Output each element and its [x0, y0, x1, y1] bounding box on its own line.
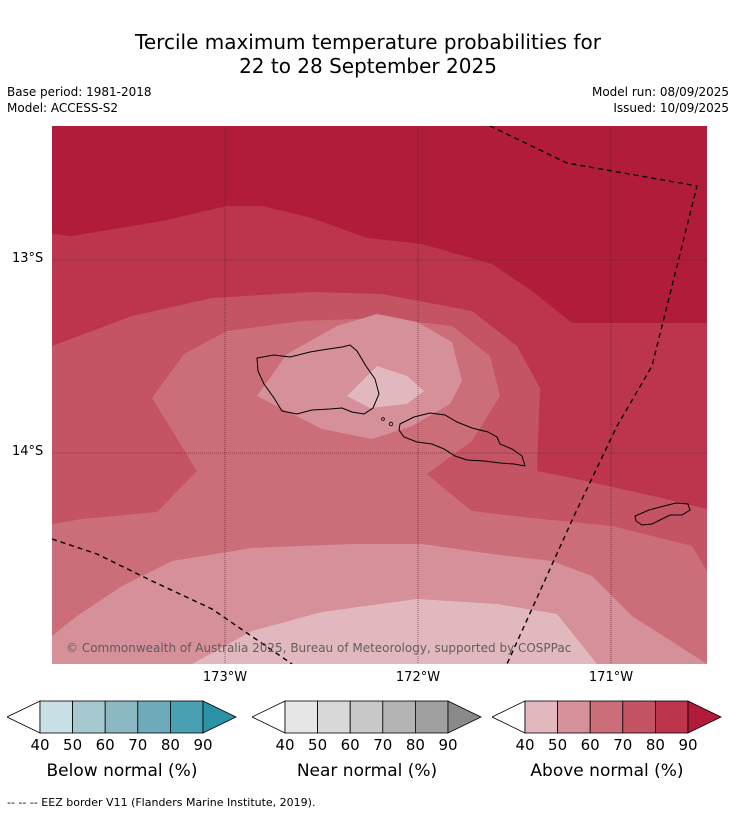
colorbar-tick-label: 60: [340, 736, 360, 754]
colorbar-above-swatch: [557, 700, 591, 734]
colorbar-near-label: Near normal (%): [296, 761, 438, 781]
lat-label-13s: 13°S: [12, 251, 44, 266]
upolu-island: [398, 412, 526, 467]
colorbar-tick-label: 40: [515, 736, 535, 754]
colorbar-near: [252, 700, 482, 734]
colorbar-tick-label: 90: [678, 736, 698, 754]
colorbar-below-swatch: [104, 700, 139, 734]
lon-label-173w: 173°W: [202, 670, 248, 685]
colorbar-near-swatches: [284, 700, 449, 734]
lon-label-171w: 171°W: [588, 670, 634, 685]
colorbar-above-swatch: [524, 700, 558, 734]
colorbar-below-swatch: [72, 700, 106, 734]
band-above-40-south: [192, 599, 597, 664]
probability-map: [52, 126, 707, 664]
colorbar-below-swatch: [169, 700, 204, 734]
eez-footnote: -- -- -- EEZ border V11 (Flanders Marine…: [7, 796, 316, 809]
colorbar-below-swatches: [39, 700, 204, 734]
colorbar-above-swatch: [589, 700, 624, 734]
colorbar-tick-label: 70: [373, 736, 393, 754]
colorbar-near-high-arrow: [447, 700, 482, 734]
colorbar-below-swatch: [39, 700, 73, 734]
map-canvas: [52, 126, 707, 664]
colorbar-near-swatch: [317, 700, 351, 734]
colorbar-tick-label: 40: [30, 736, 50, 754]
lon-label-172w: 172°W: [395, 670, 441, 685]
colorbar-near-swatch: [382, 700, 416, 734]
model-name: Model: ACCESS-S2: [7, 101, 119, 115]
issued-date: Issued: 10/09/2025: [613, 101, 729, 115]
colorbar-near-low-arrow: [252, 700, 286, 734]
apolima-islet: [381, 417, 385, 421]
colorbar-tick-label: 50: [63, 736, 83, 754]
colorbar-tick-label: 70: [613, 736, 633, 754]
tutuila-island: [634, 502, 691, 526]
colorbar-tick-label: 80: [160, 736, 180, 754]
copyright-notice: © Commonwealth of Australia 2025, Bureau…: [66, 641, 572, 655]
colorbar-above-high-arrow: [687, 700, 722, 734]
colorbar-tick-label: 50: [308, 736, 328, 754]
title-line-1: Tercile maximum temperature probabilitie…: [135, 30, 601, 54]
eez-border: [52, 126, 698, 664]
colorbar-below-low-arrow: [7, 700, 41, 734]
manono-islet: [388, 421, 394, 427]
band-above-50-island: [257, 314, 462, 439]
colorbar-tick-label: 80: [405, 736, 425, 754]
colorbar-near-swatch: [284, 700, 318, 734]
lat-label-14s: 14°S: [12, 444, 44, 459]
colorbar-above-low-arrow: [492, 700, 526, 734]
colorbar-tick-label: 90: [438, 736, 458, 754]
colorbar-below: [7, 700, 237, 734]
colorbar-near-swatch: [349, 700, 384, 734]
colorbar-above-swatch: [622, 700, 656, 734]
meta-right: Model run: 08/09/2025 Issued: 10/09/2025: [592, 84, 729, 116]
colorbar-tick-label: 70: [128, 736, 148, 754]
colorbar-below-label: Below normal (%): [46, 761, 198, 781]
colorbar-tick-label: 80: [645, 736, 665, 754]
colorbar-below-swatch: [137, 700, 171, 734]
colorbar-tick-label: 90: [193, 736, 213, 754]
colorbar-tick-label: 60: [95, 736, 115, 754]
meta-left: Base period: 1981-2018 Model: ACCESS-S2: [7, 84, 152, 116]
chart-title: Tercile maximum temperature probabilitie…: [0, 30, 736, 78]
colorbar-above-swatch: [654, 700, 689, 734]
colorbar-near-swatch: [414, 700, 449, 734]
colorbar-above-label: Above normal (%): [530, 761, 684, 781]
colorbar-below-high-arrow: [202, 700, 237, 734]
band-above-40-island: [347, 366, 424, 408]
model-run: Model run: 08/09/2025: [591, 85, 729, 99]
base-period: Base period: 1981-2018: [7, 85, 152, 99]
colorbar-tick-label: 50: [548, 736, 568, 754]
savaii-island: [256, 344, 380, 415]
colorbar-tick-label: 60: [580, 736, 600, 754]
colorbar-above-swatches: [524, 700, 689, 734]
title-line-2: 22 to 28 September 2025: [239, 54, 497, 78]
colorbar-tick-label: 40: [275, 736, 295, 754]
graticule: [52, 126, 707, 664]
colorbar-above: [492, 700, 722, 734]
